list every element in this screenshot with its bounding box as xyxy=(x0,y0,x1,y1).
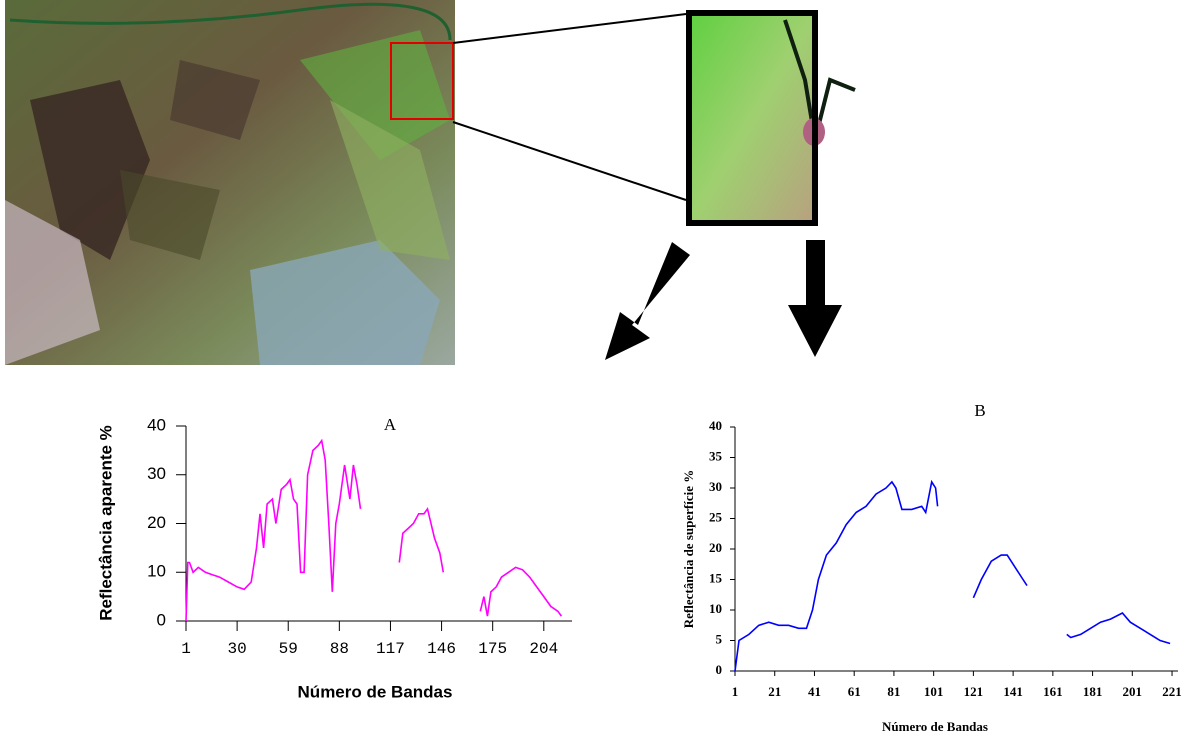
x-tick-label: 101 xyxy=(924,684,944,699)
x-tick-label: 121 xyxy=(964,684,984,699)
y-tick-label: 30 xyxy=(147,464,166,483)
x-tick-label: 61 xyxy=(848,684,861,699)
y-tick-label: 0 xyxy=(716,662,723,677)
y-tick-label: 15 xyxy=(709,570,723,585)
x-tick-label: 1 xyxy=(181,640,191,658)
y-axis-label: Reflectância de superfície % xyxy=(681,470,696,628)
y-tick-label: 5 xyxy=(716,631,723,646)
x-tick-label: 117 xyxy=(376,640,405,658)
data-line xyxy=(186,441,561,621)
x-tick-label: 204 xyxy=(529,640,558,658)
x-axis-label: Número de Bandas xyxy=(298,682,453,701)
x-tick-label: 88 xyxy=(330,640,349,658)
y-tick-label: 10 xyxy=(709,601,722,616)
arrow xyxy=(788,240,842,357)
y-tick-label: 20 xyxy=(709,540,722,555)
data-line xyxy=(735,482,1170,671)
x-tick-label: 21 xyxy=(768,684,781,699)
chart: 0 10 20 30 40 1 30 59 88 117 146 175 204 A Número de B… xyxy=(96,415,572,702)
x-tick-label: 181 xyxy=(1083,684,1103,699)
chart-title: B xyxy=(974,401,985,420)
figure: 0102030401305988117146175204ANúmero de B… xyxy=(0,0,1193,738)
x-tick-label: 161 xyxy=(1043,684,1063,699)
x-tick-label: 30 xyxy=(228,640,247,658)
y-tick-label: 40 xyxy=(709,418,722,433)
x-tick-label: 146 xyxy=(427,640,456,658)
x-tick-label: 41 xyxy=(808,684,821,699)
arrow xyxy=(605,242,690,360)
x-tick-label: 175 xyxy=(478,640,507,658)
y-tick-label: 30 xyxy=(709,479,722,494)
zoom-inset xyxy=(689,13,855,223)
y-tick-label: 20 xyxy=(147,513,166,532)
x-tick-label: 201 xyxy=(1123,684,1143,699)
y-tick-label: 40 xyxy=(147,415,166,434)
y-tick-label: 0 xyxy=(157,610,166,629)
x-tick-label: 141 xyxy=(1003,684,1023,699)
y-tick-label: 35 xyxy=(709,448,723,463)
x-tick-label: 1 xyxy=(732,684,739,699)
x-tick-label: 81 xyxy=(887,684,900,699)
y-axis-label: Reflectância aparente % xyxy=(96,425,115,621)
satellite-image xyxy=(5,0,455,365)
y-tick-label: 10 xyxy=(147,562,166,581)
x-axis-label: Número de Bandas xyxy=(882,719,988,734)
y-tick-label: 25 xyxy=(709,509,723,524)
x-tick-label: 59 xyxy=(279,640,298,658)
x-tick-label: 221 xyxy=(1162,684,1182,699)
chart-title: A xyxy=(384,415,397,434)
